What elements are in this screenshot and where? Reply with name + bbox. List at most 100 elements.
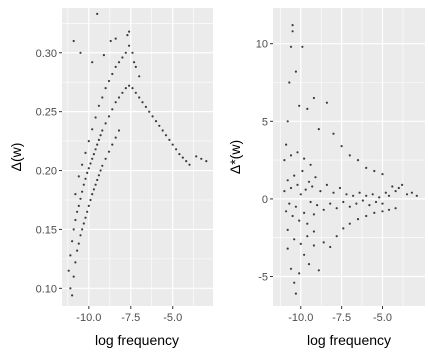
data-point xyxy=(76,210,79,213)
data-point xyxy=(289,45,293,48)
data-point xyxy=(325,183,328,186)
y-tick-label: 0.30 xyxy=(36,48,57,60)
data-point xyxy=(291,24,294,27)
data-point xyxy=(332,132,335,135)
data-point xyxy=(342,227,345,230)
data-point xyxy=(294,70,297,73)
data-point xyxy=(332,191,335,194)
data-point xyxy=(335,207,338,210)
data-point xyxy=(384,191,387,194)
data-point xyxy=(102,54,105,57)
data-point xyxy=(87,167,90,170)
data-point xyxy=(138,96,141,99)
data-point xyxy=(154,120,158,123)
data-point xyxy=(101,164,104,167)
data-point xyxy=(286,228,289,231)
data-point xyxy=(319,190,322,193)
plot-panel xyxy=(273,8,425,306)
data-point xyxy=(299,242,302,245)
data-point xyxy=(114,37,117,40)
data-point xyxy=(141,101,144,104)
data-point xyxy=(283,190,286,193)
data-point xyxy=(86,210,89,213)
data-point xyxy=(97,104,100,107)
data-point xyxy=(87,204,90,207)
data-point xyxy=(415,194,418,197)
data-point xyxy=(373,169,376,173)
data-point xyxy=(314,176,317,179)
data-point xyxy=(387,194,391,197)
data-point xyxy=(87,140,90,143)
data-point xyxy=(79,51,82,54)
data-point xyxy=(365,214,368,218)
data-point xyxy=(394,190,397,193)
data-point xyxy=(293,238,296,241)
data-point xyxy=(306,235,309,238)
data-point xyxy=(92,188,95,191)
data-point xyxy=(291,30,294,33)
data-point xyxy=(378,196,381,199)
data-point xyxy=(365,166,368,169)
data-point xyxy=(317,269,320,272)
chart-left: Δ(w) log frequency -10.0 -7.5 -5.0 0.10 0.15… xyxy=(8,8,213,348)
data-point xyxy=(94,183,97,186)
data-point xyxy=(89,162,92,165)
data-point xyxy=(185,160,188,163)
data-point xyxy=(96,178,99,182)
data-point xyxy=(79,234,82,237)
data-point xyxy=(340,145,343,148)
data-point xyxy=(306,222,309,225)
data-point xyxy=(89,198,92,202)
y-axis-title: Δ(w) xyxy=(8,143,24,172)
data-point xyxy=(77,175,80,178)
data-point xyxy=(289,186,293,190)
data-point xyxy=(303,157,306,160)
data-point xyxy=(134,91,137,94)
data-point xyxy=(294,205,297,208)
data-point xyxy=(84,151,87,154)
data-point xyxy=(309,200,312,204)
data-point xyxy=(303,211,306,214)
data-point xyxy=(304,188,307,191)
data-point xyxy=(92,153,95,156)
data-point xyxy=(296,183,299,186)
data-point xyxy=(117,129,121,132)
y-tick-label: 5 xyxy=(262,116,268,128)
data-point xyxy=(301,169,304,173)
data-point xyxy=(345,193,348,196)
data-point xyxy=(296,151,299,154)
data-point xyxy=(286,247,289,250)
data-point xyxy=(72,39,75,43)
data-point xyxy=(311,185,314,188)
data-point xyxy=(86,171,89,174)
data-point xyxy=(138,75,141,78)
data-point xyxy=(148,110,151,113)
data-point xyxy=(131,51,134,54)
data-point xyxy=(397,186,400,190)
data-point xyxy=(205,160,208,163)
data-point xyxy=(348,154,351,157)
x-tick-label: -7.5 xyxy=(121,312,140,324)
data-point xyxy=(306,107,309,110)
data-point xyxy=(107,79,111,83)
data-point xyxy=(79,197,82,200)
data-point xyxy=(286,179,289,182)
data-point xyxy=(111,143,114,146)
data-point xyxy=(124,87,127,90)
data-point xyxy=(322,241,325,244)
data-point xyxy=(329,202,332,205)
data-point xyxy=(322,208,325,211)
data-point xyxy=(335,235,338,238)
data-point xyxy=(84,177,87,180)
data-point xyxy=(181,156,184,159)
data-point xyxy=(289,154,293,157)
data-point xyxy=(405,193,409,196)
data-point xyxy=(387,208,391,211)
data-point xyxy=(195,155,198,158)
data-point xyxy=(342,200,345,204)
data-point xyxy=(401,183,404,186)
data-point xyxy=(91,157,94,160)
data-point xyxy=(107,115,111,118)
data-point xyxy=(97,138,100,141)
data-point xyxy=(312,213,315,216)
